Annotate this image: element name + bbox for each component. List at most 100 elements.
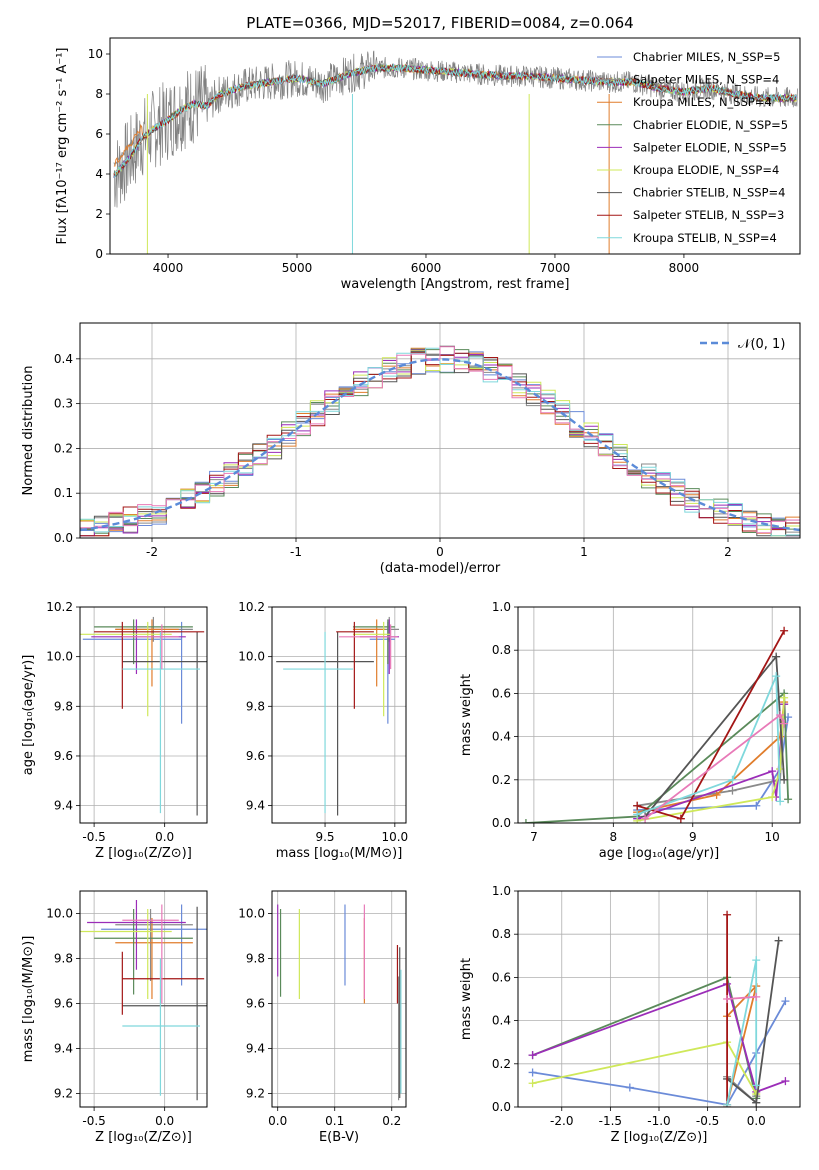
x-axis-label: Z [log₁₀(Z/Z⊙)] <box>611 1130 708 1145</box>
y-tick-label: 0.2 <box>54 441 73 455</box>
mass-weight-marker <box>712 790 721 799</box>
y-tick-label: 1.0 <box>492 884 511 898</box>
mass-weight-marker <box>676 814 685 823</box>
x-tick-label: -0.5 <box>696 1114 719 1128</box>
plot-area <box>113 50 798 254</box>
x-axis-label: Z [log₁₀(Z/Z⊙)] <box>95 1130 192 1145</box>
x-axis-label: Z [log₁₀(Z/Z⊙)] <box>95 846 192 861</box>
x-tick-label: -1.0 <box>647 1114 670 1128</box>
mass-weight-marker <box>723 995 732 1003</box>
y-tick-label: 0.0 <box>492 1100 511 1114</box>
mass-weight-marker <box>633 810 642 819</box>
y-tick-label: 9.8 <box>246 699 265 713</box>
y-tick-label: 0.6 <box>492 970 511 984</box>
panel-spectrum: 4000 5000 6000 7000 8000 0 2 4 6 8 10 wavelength [A… <box>55 37 801 292</box>
mass-weight-marker <box>780 775 789 784</box>
legend-label: Chabrier STELIB, N_SSP=4 <box>633 186 785 200</box>
y-tick-label: 10.0 <box>46 650 73 664</box>
x-tick-label: 0 <box>436 545 444 559</box>
y-tick-label: 10.0 <box>238 907 265 921</box>
legend-label: Kroupa MILES, N_SSP=4 <box>633 95 772 109</box>
x-tick-label: 10 <box>765 830 780 844</box>
legend-label: Chabrier ELODIE, N_SSP=5 <box>633 118 788 132</box>
x-tick-label: 8 <box>610 830 618 844</box>
plot-area <box>80 616 207 816</box>
y-tick-label: 0.4 <box>492 1014 511 1028</box>
x-axis-label: E(B-V) <box>319 1130 359 1145</box>
x-tick-label: 4000 <box>153 261 184 275</box>
y-tick-label: 0 <box>95 247 103 261</box>
y-tick-label: 10.2 <box>238 600 265 614</box>
y-axis-label: mass weight <box>459 674 474 756</box>
mass-weight-marker <box>752 1098 761 1107</box>
model-spectrum <box>113 63 798 178</box>
mass-weight-marker <box>528 1051 537 1060</box>
figure-title: PLATE=0366, MJD=52017, FIBERID=0084, z=0… <box>246 14 633 32</box>
axes-frame <box>79 890 208 1108</box>
legend-label: Kroupa STELIB, N_SSP=4 <box>633 231 777 245</box>
mass-weight-marker <box>752 956 761 965</box>
mass-weight-marker <box>528 1079 537 1088</box>
x-tick-label: 7 <box>530 830 538 844</box>
plot-area <box>80 345 800 537</box>
mass-weight-marker <box>768 767 777 776</box>
x-tick-label: -2.0 <box>550 1114 573 1128</box>
legend-label: Kroupa ELODIE, N_SSP=4 <box>633 163 779 177</box>
y-axis-label: Normed distribution <box>21 366 36 496</box>
x-tick-label: 0.0 <box>155 830 174 844</box>
x-tick-label: -1 <box>290 545 302 559</box>
legend-label: Salpeter ELODIE, N_SSP=5 <box>633 140 787 154</box>
y-tick-label: 9.4 <box>246 1042 265 1056</box>
y-tick-label: 9.2 <box>246 1087 265 1101</box>
x-tick-label: 8000 <box>669 261 700 275</box>
normal-curve <box>80 358 800 532</box>
plot-area <box>277 904 402 1101</box>
mass-weight-marker <box>780 719 789 728</box>
x-tick-label: 10.0 <box>381 830 408 844</box>
mass-weight-marker <box>768 793 777 802</box>
x-tick-label: -2 <box>146 545 158 559</box>
y-tick-label: 0.1 <box>54 486 73 500</box>
x-tick-label: 5000 <box>282 261 313 275</box>
y-tick-label: 6 <box>95 127 103 141</box>
mass-weight-line <box>727 995 757 1000</box>
y-tick-label: 9.6 <box>54 749 73 763</box>
axes-frame <box>271 606 407 824</box>
y-tick-label: 10 <box>88 47 103 61</box>
mass-weight-marker <box>633 801 642 810</box>
mass-weight-marker <box>772 672 781 681</box>
x-tick-label: -1.5 <box>599 1114 622 1128</box>
axes-frame <box>517 606 801 824</box>
axes-frame <box>79 606 208 824</box>
plot-area <box>276 616 400 816</box>
y-tick-label: 0.2 <box>492 773 511 787</box>
x-axis-label: wavelength [Angstrom, rest frame] <box>341 277 570 292</box>
y-tick-label: 0.8 <box>492 927 511 941</box>
x-tick-label: 7000 <box>540 261 571 275</box>
x-axis-label: age [log₁₀(age/yr)] <box>599 846 720 861</box>
x-axis-label: (data-model)/error <box>380 561 501 576</box>
x-tick-label: 9.5 <box>315 830 334 844</box>
axes-frame <box>271 890 407 1108</box>
mass-weight-marker <box>784 795 793 804</box>
y-tick-label: 9.4 <box>54 799 73 813</box>
y-tick-label: 0.4 <box>54 352 73 366</box>
y-tick-label: 9.8 <box>246 952 265 966</box>
mass-weight-marker <box>728 786 737 795</box>
y-axis-label: mass [log₁₀(M/M⊙)] <box>21 936 36 1063</box>
y-axis-label: mass weight <box>459 958 474 1040</box>
axes-frame <box>517 890 801 1108</box>
mass-weight-marker <box>781 1077 790 1086</box>
x-tick-label: 1 <box>580 545 588 559</box>
panel-mass_vs_ebv: 0.0 0.1 0.2 9.2 9.4 9.6 9.8 10.0 E(B-V) <box>238 890 407 1145</box>
legend-label: Salpeter MILES, N_SSP=4 <box>633 73 779 87</box>
mass-weight-marker <box>752 1081 761 1090</box>
y-axis-label: Flux [fλ10⁻¹⁷ erg cm⁻² s⁻¹ A⁻¹] <box>55 48 70 245</box>
panel-age_vs_Z: -0.5 0.0 9.4 9.6 9.8 10.0 10.2 Z [log₁₀(Z/Z⊙)] a… <box>21 600 208 861</box>
x-tick-label: -0.5 <box>82 1114 105 1128</box>
y-tick-label: 9.2 <box>54 1087 73 1101</box>
panel-mass_vs_Z: -0.5 0.0 9.2 9.4 9.6 9.8 10.0 Z [log₁₀(Z/Z⊙)] ma… <box>21 890 208 1145</box>
y-axis-label: age [log₁₀(age/yr)] <box>21 655 36 776</box>
mass-weight-marker <box>752 801 761 810</box>
